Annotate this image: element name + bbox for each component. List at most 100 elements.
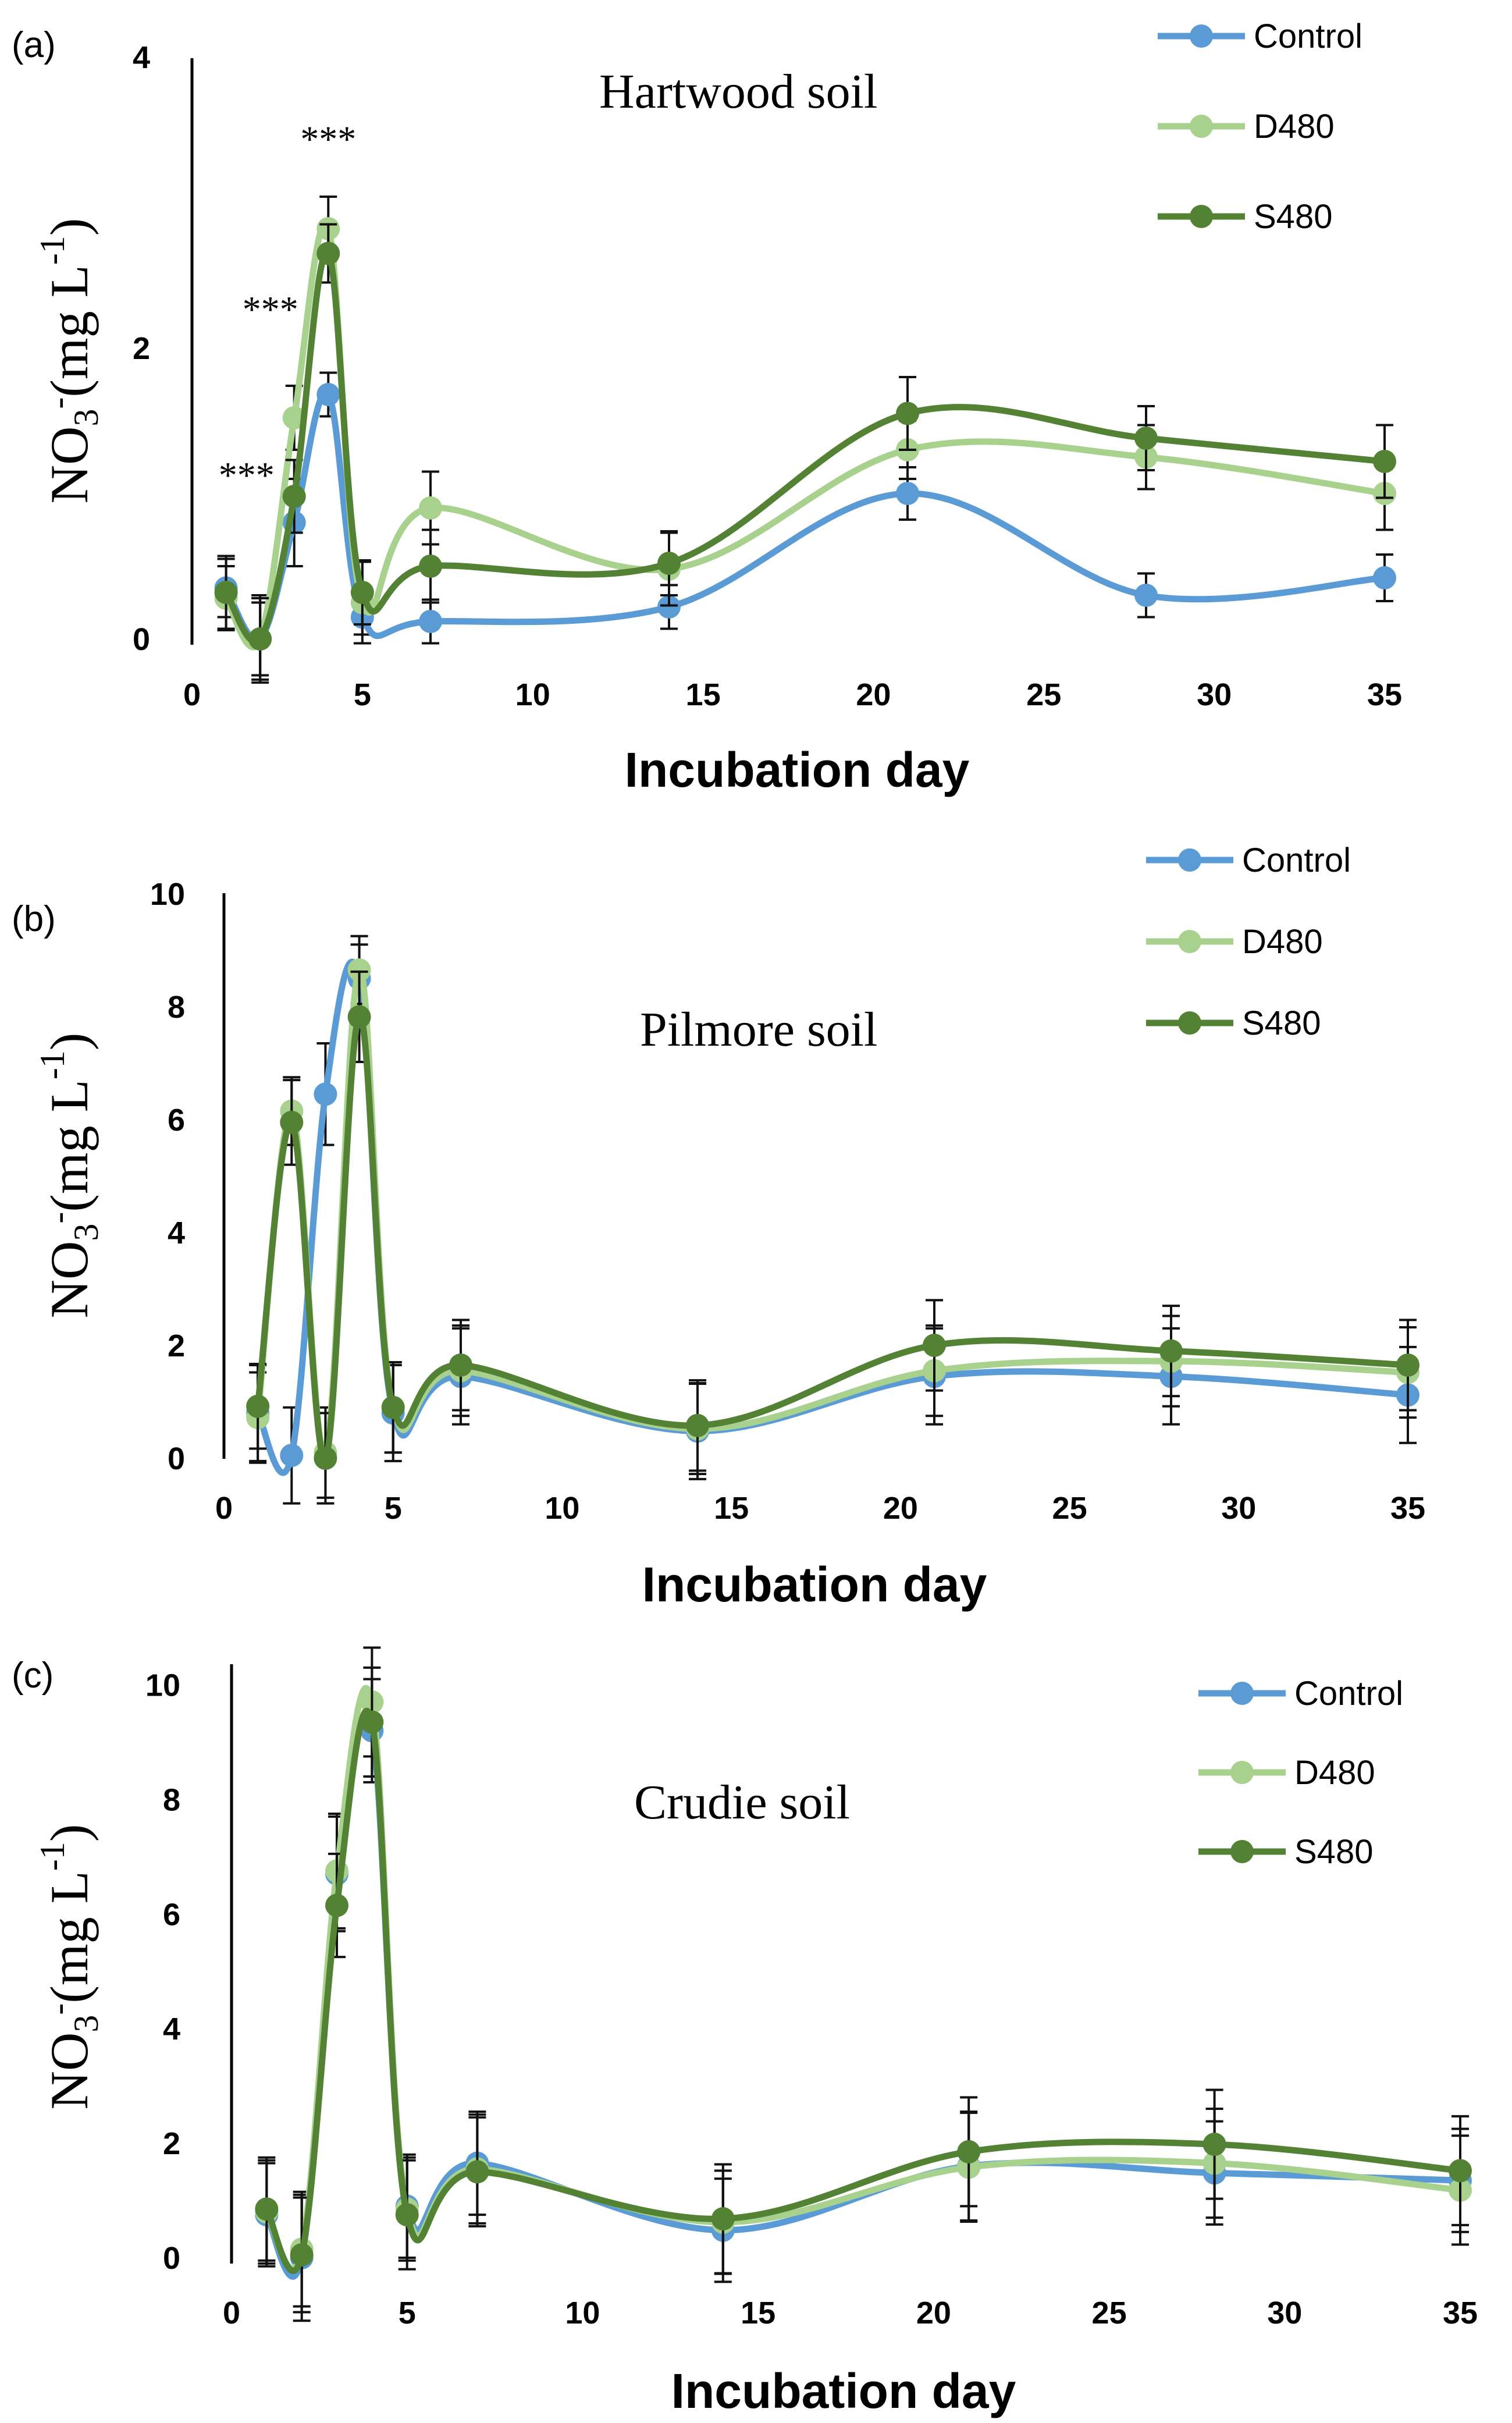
y-tick-label: 4 xyxy=(168,1216,185,1250)
panel-label-a: (a) xyxy=(12,25,56,65)
data-point xyxy=(248,627,272,651)
y-tick-label: 0 xyxy=(133,622,150,657)
significance-annotation: *** xyxy=(300,119,356,160)
series-d480 xyxy=(214,196,1396,684)
x-axis-label-c: Incubation day xyxy=(671,2364,1016,2418)
series-control xyxy=(214,371,1396,677)
legend-label: D480 xyxy=(1254,108,1335,145)
chart-title-a: Hartwood soil xyxy=(599,65,877,119)
panel-c: (c) Crudie soil 0 5 10 15 20 25 30 35 0 2 4 6 8 10 In… xyxy=(12,1646,1478,2418)
series-s480 xyxy=(214,223,1396,681)
panel-label-b: (b) xyxy=(12,899,56,939)
y-tick-label: 6 xyxy=(168,1103,185,1138)
x-axis-label-a: Incubation day xyxy=(625,742,970,797)
legend-label: D480 xyxy=(1242,923,1323,961)
data-point xyxy=(1134,427,1158,450)
x-tick-label: 15 xyxy=(714,1491,749,1526)
legend-label: D480 xyxy=(1294,1754,1375,1792)
data-point xyxy=(314,1447,337,1470)
y-tick-label: 4 xyxy=(133,40,150,75)
y-tick-label: 10 xyxy=(145,1668,180,1703)
legend-item-d480: D480 xyxy=(1158,108,1335,145)
x-tick-label: 5 xyxy=(399,2296,416,2330)
significance-annotation: *** xyxy=(243,289,298,330)
data-point xyxy=(381,1395,405,1419)
data-point xyxy=(1396,1353,1419,1377)
x-tick-label: 30 xyxy=(1221,1491,1256,1526)
x-tick-label: 35 xyxy=(1367,677,1402,712)
plot-area-b xyxy=(246,935,1419,1505)
legend-item-d480: D480 xyxy=(1198,1754,1375,1792)
legend-marker xyxy=(1190,24,1213,48)
data-point xyxy=(896,402,919,425)
x-tick-label: 0 xyxy=(183,677,201,712)
series-line-control xyxy=(223,389,1388,644)
data-point xyxy=(711,2207,735,2231)
data-point xyxy=(246,1394,270,1418)
legend-label: Control xyxy=(1294,1675,1403,1713)
data-point xyxy=(347,958,371,982)
legend-b: Control D480 S480 xyxy=(1146,841,1351,1042)
legend-item-s480: S480 xyxy=(1198,1833,1373,1871)
series-line-s480 xyxy=(263,1707,1464,2274)
legend-label: Control xyxy=(1242,841,1351,879)
data-point xyxy=(314,1082,337,1106)
panel-label-c: (c) xyxy=(12,1655,54,1696)
svg-text:NO3-(mg L-1): NO3-(mg L-1) xyxy=(33,1033,105,1319)
legend-c: Control D480 S480 xyxy=(1198,1675,1403,1871)
data-point xyxy=(316,383,340,406)
data-point xyxy=(1449,2159,1472,2183)
legend-item-control: Control xyxy=(1146,841,1351,879)
legend-item-s480: S480 xyxy=(1158,198,1332,236)
data-point xyxy=(280,1110,304,1134)
legend-label: Control xyxy=(1254,17,1362,55)
x-tick-label: 15 xyxy=(741,2296,775,2330)
data-point xyxy=(360,1710,384,1734)
legend-marker xyxy=(1178,930,1201,953)
legend-item-s480: S480 xyxy=(1146,1004,1321,1042)
data-point xyxy=(419,496,442,520)
y-tick-label: 2 xyxy=(133,331,150,366)
y-tick-label: 8 xyxy=(168,990,185,1025)
data-point xyxy=(465,2160,489,2184)
x-tick-label: 25 xyxy=(1026,677,1061,712)
chart-title-c: Crudie soil xyxy=(634,1775,850,1829)
legend-label: S480 xyxy=(1254,198,1332,236)
x-tick-label: 35 xyxy=(1390,1491,1425,1526)
y-axis-label-a: NO3-(mg L-1) xyxy=(33,218,105,504)
data-point xyxy=(657,552,681,575)
data-point xyxy=(280,1444,304,1468)
panel-b: (b) Pilmore soil 0 5 10 15 20 25 30 35 0 2 4 6 8 10 I… xyxy=(12,841,1425,1612)
significance-annotation: *** xyxy=(219,454,275,496)
svg-text:NO3-(mg L-1): NO3-(mg L-1) xyxy=(33,1824,105,2110)
data-point xyxy=(1203,2133,1226,2156)
series-line-control xyxy=(254,958,1411,1476)
y-tick-label: 4 xyxy=(163,2012,180,2047)
data-point xyxy=(350,581,374,604)
x-tick-label: 5 xyxy=(354,677,371,712)
data-point xyxy=(1373,450,1396,473)
x-tick-label: 0 xyxy=(223,2296,240,2330)
data-point xyxy=(255,2197,279,2221)
legend-label: S480 xyxy=(1242,1004,1321,1042)
data-point xyxy=(1159,1339,1183,1363)
chart-title-b: Pilmore soil xyxy=(640,1003,877,1057)
y-tick-label: 0 xyxy=(163,2241,180,2276)
data-point xyxy=(896,482,919,505)
series-control xyxy=(255,1678,1472,2322)
legend-marker xyxy=(1190,205,1213,228)
x-tick-label: 5 xyxy=(385,1491,402,1526)
data-point xyxy=(419,555,442,578)
tick-labels-a: 0 5 10 15 20 25 30 35 0 2 4 xyxy=(133,40,1402,712)
y-axis-label-b: NO3-(mg L-1) xyxy=(33,1033,105,1319)
data-point xyxy=(347,1005,371,1029)
data-point xyxy=(214,581,238,604)
y-axis-label-c: NO3-(mg L-1) xyxy=(33,1824,105,2110)
series-line-d480 xyxy=(223,221,1388,651)
data-point xyxy=(419,610,442,633)
legend-marker xyxy=(1230,1840,1254,1863)
legend-item-d480: D480 xyxy=(1146,923,1323,961)
series-s480 xyxy=(246,970,1419,1505)
legend-item-control: Control xyxy=(1198,1675,1403,1713)
data-point xyxy=(325,1893,349,1917)
